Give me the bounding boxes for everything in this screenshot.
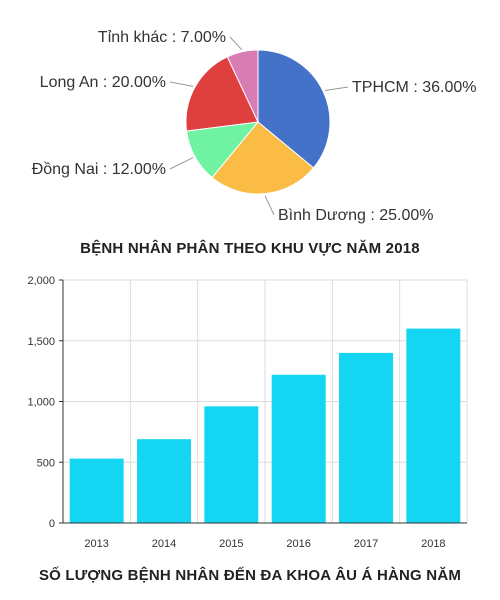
x-tick-label: 2013 [84, 538, 108, 550]
x-tick-label: 2014 [152, 538, 176, 550]
pie-slice-label: Long An : 20.00% [40, 74, 166, 91]
x-tick-label: 2016 [286, 538, 310, 550]
y-tick-label: 0 [49, 518, 55, 530]
pie-slice-label: TPHCM : 36.00% [352, 79, 476, 96]
bar [204, 406, 259, 523]
x-tick-label: 2015 [219, 538, 243, 550]
pie-slice [211, 121, 315, 195]
pie-leader-line [324, 86, 349, 91]
pie-slice-label: Bình Dương : 25.00% [278, 207, 434, 224]
pie-slice [226, 49, 259, 123]
pie-slice-label: Tỉnh khác : 7.00% [98, 29, 226, 46]
bar [271, 374, 326, 523]
y-tick-label: 500 [37, 457, 55, 469]
pie-slice [257, 49, 331, 169]
pie-leader-line [229, 36, 243, 51]
pie-leader-line [169, 81, 194, 87]
x-tick-label: 2018 [421, 538, 445, 550]
pie-leader-line [169, 157, 194, 170]
bar [137, 439, 191, 523]
bar [69, 458, 124, 523]
bar [406, 328, 461, 523]
y-tick-label: 1,000 [27, 397, 55, 409]
pie-leader-line [264, 195, 275, 216]
bar [339, 352, 393, 523]
bar-chart-title: SỐ LƯỢNG BỆNH NHÂN ĐẾN ĐA KHOA ÂU Á HÀNG… [38, 567, 462, 584]
y-tick-label: 2,000 [27, 275, 55, 287]
x-tick-label: 2017 [354, 538, 378, 550]
pie-chart-title: BỆNH NHÂN PHÂN THEO KHU VỰC NĂM 2018 [80, 240, 420, 257]
pie-chart: TPHCM : 36.00% Bình Dương : 25.00% Đồng Na… [32, 29, 477, 224]
pie-slice-label: Đồng Nai : 12.00% [32, 161, 166, 178]
y-tick-label: 1,500 [27, 336, 55, 348]
pie-slice [185, 56, 259, 132]
